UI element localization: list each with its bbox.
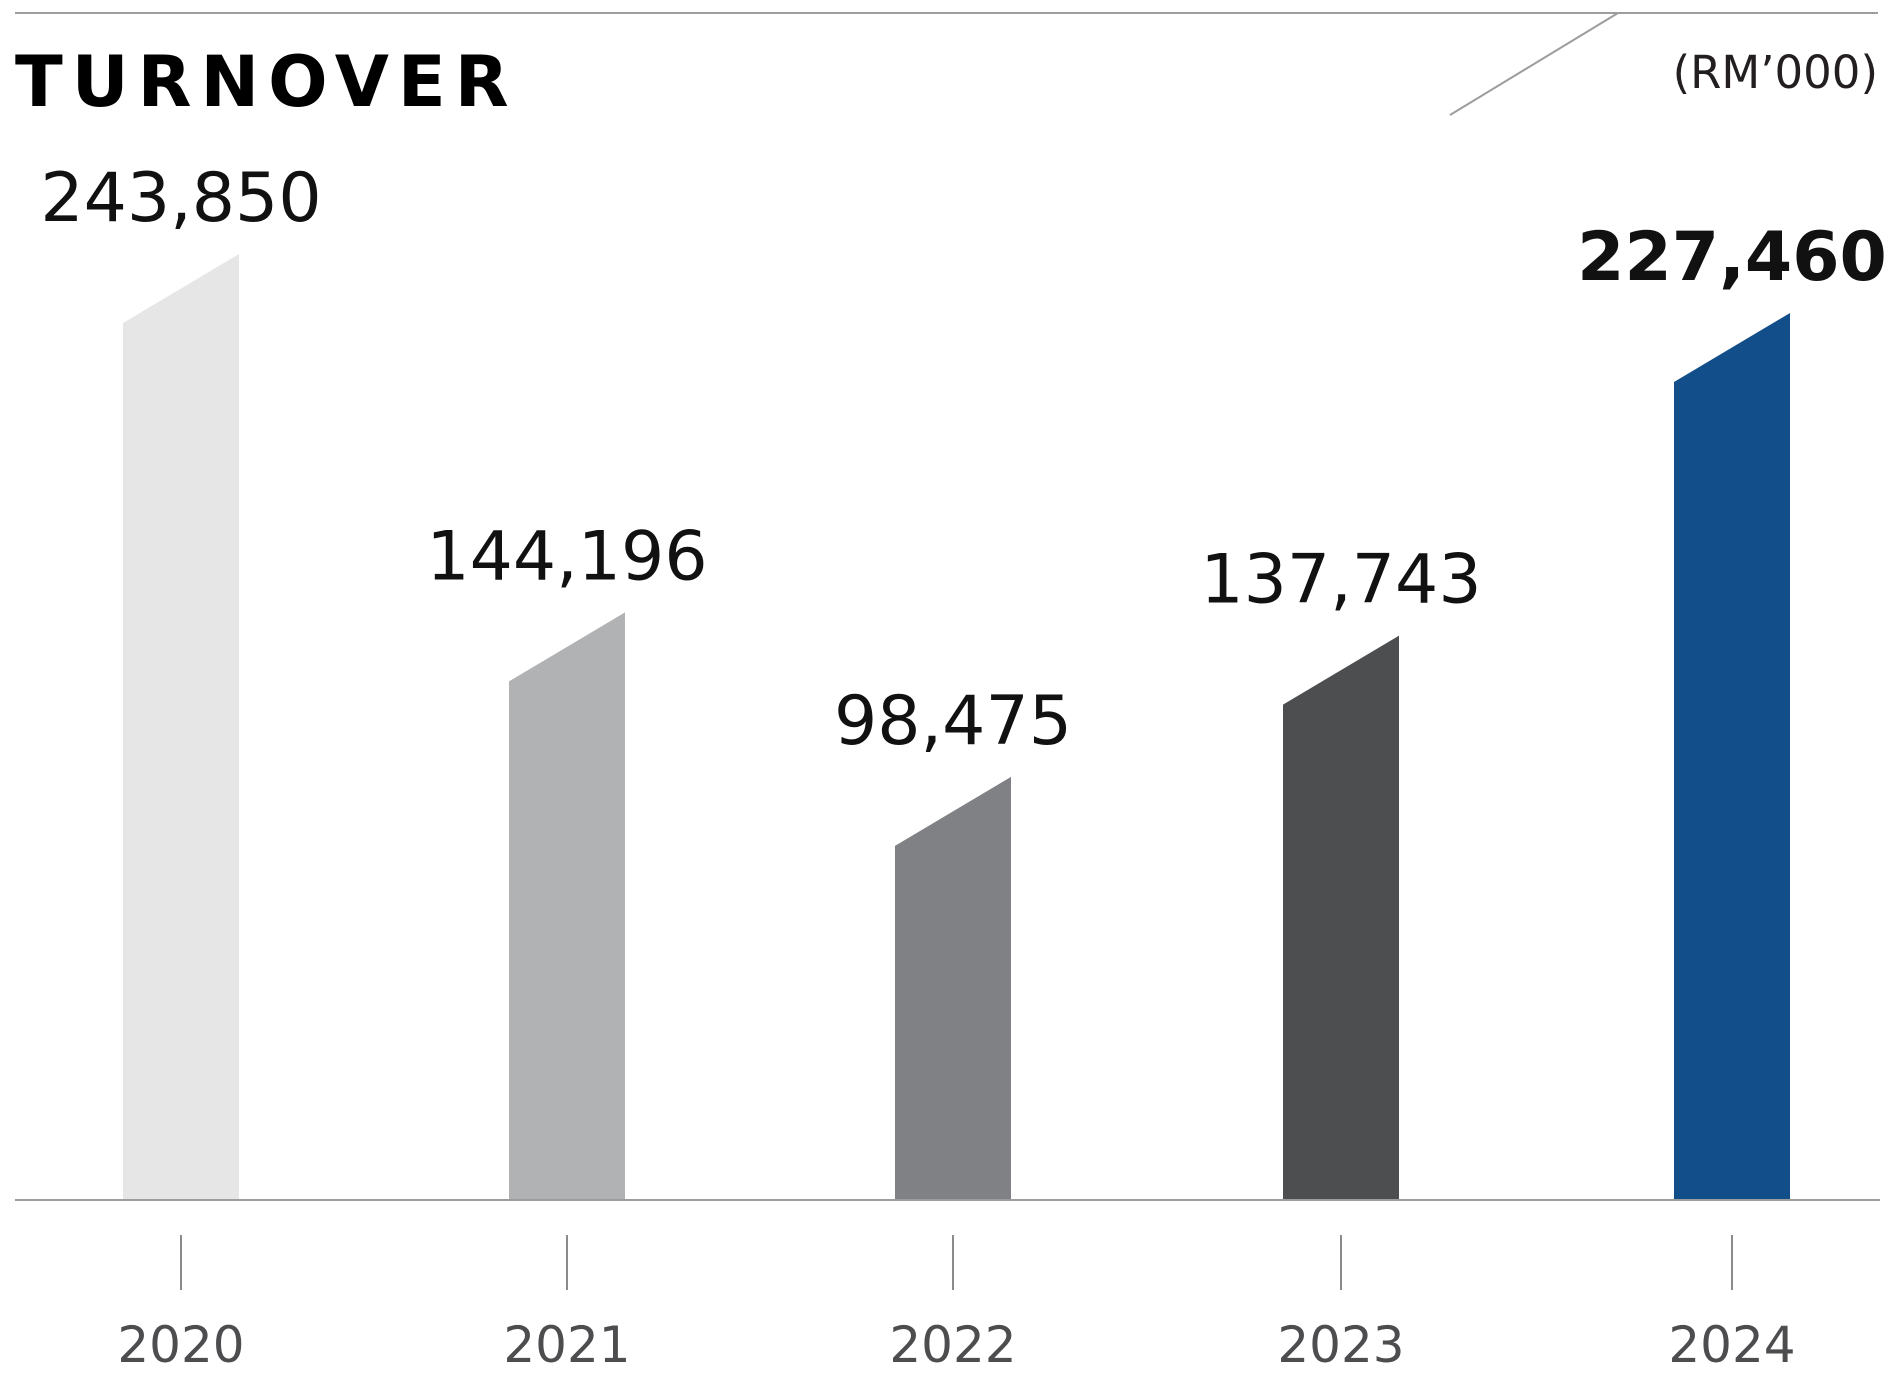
value-label-2020: 243,850 [40, 159, 321, 238]
value-label-2023: 137,743 [1200, 541, 1481, 620]
value-label-2021: 144,196 [426, 517, 707, 596]
x-tick-label-2021: 2021 [503, 1316, 630, 1374]
tick-group [180, 1235, 1733, 1290]
x-tick-label-2024: 2024 [1668, 1316, 1795, 1374]
year-label-group: 2020 2021 2022 2023 2024 [117, 1316, 1795, 1374]
bar-group [123, 254, 1790, 1201]
unit-label: (RM’000) [1673, 46, 1878, 99]
bar-2020 [123, 254, 239, 1200]
bar-2021 [509, 612, 625, 1200]
x-tick-label-2020: 2020 [117, 1316, 244, 1374]
bar-2024 [1674, 312, 1790, 1201]
value-label-2022: 98,475 [834, 682, 1072, 761]
value-label-group: 243,850 144,196 98,475 137,743 227,460 [40, 159, 1886, 761]
x-tick-label-2022: 2022 [889, 1316, 1016, 1374]
bar-2022 [895, 776, 1011, 1200]
value-label-2024: 227,460 [1577, 218, 1887, 297]
bar-2023 [1283, 635, 1399, 1200]
x-tick-label-2023: 2023 [1277, 1316, 1404, 1374]
chart-title: TURNOVER [15, 41, 518, 123]
header-diagonal [1449, 12, 1619, 116]
